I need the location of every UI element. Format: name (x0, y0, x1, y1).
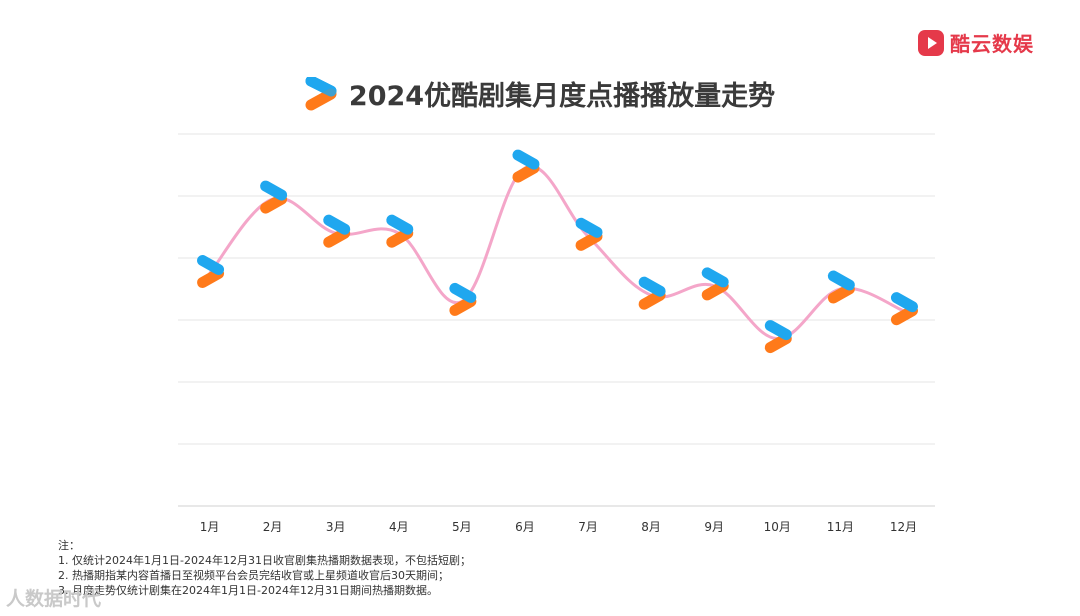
x-tick-label: 10月 (764, 520, 791, 534)
brand-name: 酷云数娱 (950, 32, 1034, 56)
x-tick-label: 1月 (200, 520, 220, 534)
data-point-7 (575, 217, 603, 251)
watermark: 人数据时代 (6, 588, 102, 610)
trend-line (208, 165, 905, 341)
data-point-4 (386, 214, 414, 248)
data-point-12 (890, 292, 918, 326)
chart-title: 2024优酷剧集月度点播播放量走势 (348, 81, 776, 112)
data-point-9 (701, 267, 729, 301)
x-tick-label: 2月 (263, 520, 283, 534)
brand-logo: 酷云数娱 (918, 28, 1034, 57)
play-logo-icon (918, 29, 944, 56)
note-2: 2. 热播期指某内容首播日至视频平台会员完结收官或上星频道收官后30天期间； (58, 569, 449, 582)
x-tick-label: 9月 (704, 520, 724, 534)
data-point-3 (323, 214, 351, 248)
x-tick-label: 12月 (890, 520, 917, 534)
data-point-1 (197, 255, 225, 288)
x-tick-label: 8月 (641, 520, 661, 534)
x-tick-label: 5月 (452, 520, 472, 534)
x-tick-label: 6月 (515, 520, 535, 534)
chart-title-row: 2024优酷剧集月度点播播放量走势 (0, 74, 1080, 113)
note-3: 3. 月度走势仅统计剧集在2024年1月1日-2024年12月31日期间热播期数… (58, 584, 438, 597)
notes-heading: 注： (58, 539, 80, 552)
note-1: 1. 仅统计2024年1月1日-2024年12月31日收官剧集热播期数据表现，不… (58, 554, 471, 567)
data-point-11 (827, 270, 855, 304)
x-tick-label: 7月 (578, 520, 598, 534)
x-tick-label: 11月 (827, 520, 854, 534)
youku-logo-icon (305, 76, 337, 110)
x-tick-label: 4月 (389, 520, 409, 534)
data-point-8 (638, 276, 666, 310)
data-point-5 (449, 282, 477, 316)
data-point-2 (260, 180, 288, 214)
data-point-10 (764, 320, 792, 354)
notes-block: 注： 1. 仅统计2024年1月1日-2024年12月31日收官剧集热播期数据表… (58, 538, 471, 598)
x-tick-label: 3月 (326, 520, 346, 534)
data-point-6 (512, 149, 540, 183)
